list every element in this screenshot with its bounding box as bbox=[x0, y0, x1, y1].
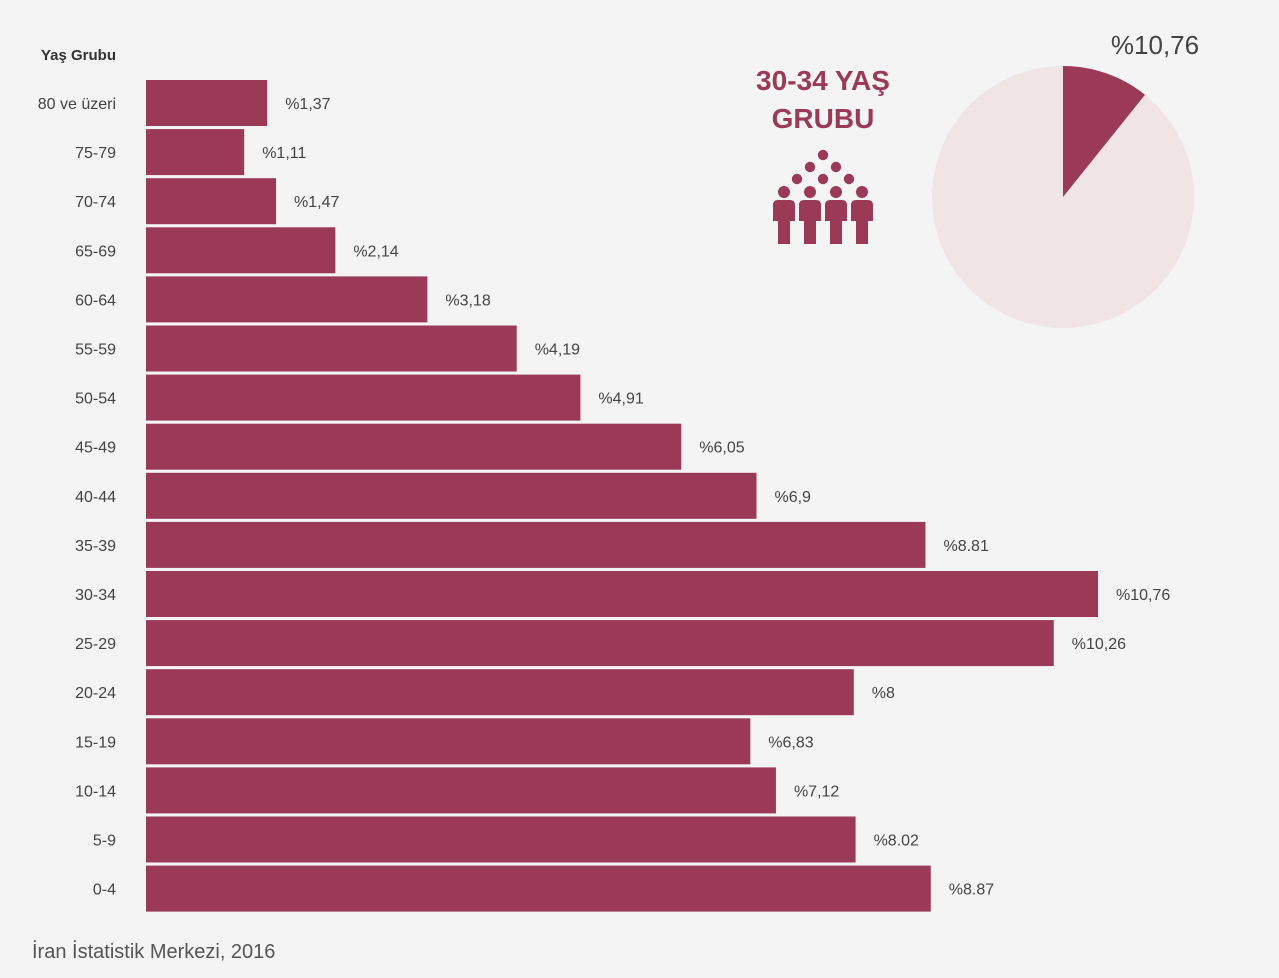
category-label-12: 20-24 bbox=[75, 685, 116, 702]
value-label-5: %4,19 bbox=[535, 342, 580, 359]
icon-head-0 bbox=[817, 149, 829, 161]
bar-series: 80 ve üzeri %1,37 75-79 %1,11 70-74 %1,47 65-6… bbox=[38, 80, 1170, 912]
value-label-1: %1,11 bbox=[262, 145, 306, 162]
category-label-11: 25-29 bbox=[75, 636, 116, 653]
category-label-5: 55-59 bbox=[75, 342, 116, 359]
bar-9 bbox=[146, 521, 926, 568]
bar-12 bbox=[146, 669, 854, 716]
highlight-title-line1: 30-34 YAŞ bbox=[756, 65, 890, 96]
pie-highlight-slice bbox=[1063, 66, 1145, 197]
icon-person-body-0 bbox=[773, 200, 795, 244]
category-label-2: 70-74 bbox=[75, 194, 116, 211]
highlight-pie bbox=[932, 66, 1194, 328]
value-label-15: %8.02 bbox=[874, 833, 919, 850]
pie-value-label: %10,76 bbox=[1111, 30, 1199, 60]
bar-7 bbox=[146, 423, 682, 470]
category-label-1: 75-79 bbox=[75, 145, 116, 162]
value-label-13: %6,83 bbox=[768, 734, 813, 751]
category-label-0: 80 ve üzeri bbox=[38, 96, 116, 113]
icon-person-body-1 bbox=[799, 200, 821, 244]
icon-person-head-3 bbox=[856, 186, 868, 198]
bar-1 bbox=[146, 129, 245, 176]
bar-11 bbox=[146, 620, 1054, 667]
category-label-14: 10-14 bbox=[75, 783, 116, 800]
bar-8 bbox=[146, 472, 757, 519]
icon-person-head-0 bbox=[778, 186, 790, 198]
category-label-6: 50-54 bbox=[75, 391, 116, 408]
value-label-14: %7,12 bbox=[794, 783, 839, 800]
bar-5 bbox=[146, 325, 517, 372]
people-group-icon bbox=[773, 149, 873, 244]
bar-3 bbox=[146, 227, 336, 274]
category-label-16: 0-4 bbox=[93, 882, 116, 899]
icon-person-body-3 bbox=[851, 200, 873, 244]
value-label-3: %2,14 bbox=[353, 243, 398, 260]
bar-2 bbox=[146, 178, 277, 225]
value-label-12: %8 bbox=[872, 685, 895, 702]
icon-person-head-2 bbox=[830, 186, 842, 198]
category-label-7: 45-49 bbox=[75, 440, 116, 457]
icon-head-5 bbox=[843, 173, 855, 185]
category-label-8: 40-44 bbox=[75, 489, 116, 506]
value-label-9: %8.81 bbox=[943, 538, 988, 555]
value-label-2: %1,47 bbox=[294, 194, 339, 211]
highlight-title-line2: GRUBU bbox=[772, 103, 875, 134]
category-label-9: 35-39 bbox=[75, 538, 116, 555]
bar-15 bbox=[146, 816, 856, 863]
value-label-10: %10,76 bbox=[1116, 587, 1170, 604]
value-label-16: %8.87 bbox=[949, 882, 994, 899]
icon-person-head-1 bbox=[804, 186, 816, 198]
value-label-6: %4,91 bbox=[598, 391, 643, 408]
bar-14 bbox=[146, 767, 776, 814]
category-label-13: 15-19 bbox=[75, 734, 116, 751]
bar-16 bbox=[146, 865, 931, 912]
icon-head-3 bbox=[791, 173, 803, 185]
icon-head-2 bbox=[830, 161, 842, 173]
bar-4 bbox=[146, 276, 428, 323]
icon-head-4 bbox=[817, 173, 829, 185]
bar-0 bbox=[146, 80, 268, 126]
category-label-4: 60-64 bbox=[75, 292, 116, 309]
icon-person-body-2 bbox=[825, 200, 847, 244]
value-label-11: %10,26 bbox=[1072, 636, 1126, 653]
bar-6 bbox=[146, 374, 581, 421]
category-label-10: 30-34 bbox=[75, 587, 116, 604]
bar-13 bbox=[146, 718, 751, 765]
bar-10 bbox=[146, 571, 1098, 617]
category-label-15: 5-9 bbox=[93, 833, 116, 850]
value-label-4: %3,18 bbox=[445, 292, 490, 309]
y-axis-title: Yaş Grubu bbox=[41, 47, 116, 64]
value-label-8: %6,9 bbox=[774, 489, 811, 506]
icon-head-1 bbox=[804, 161, 816, 173]
source-note: İran İstatistik Merkezi, 2016 bbox=[32, 940, 275, 963]
value-label-0: %1,37 bbox=[285, 96, 330, 113]
value-label-7: %6,05 bbox=[699, 440, 744, 457]
category-label-3: 65-69 bbox=[75, 243, 116, 260]
